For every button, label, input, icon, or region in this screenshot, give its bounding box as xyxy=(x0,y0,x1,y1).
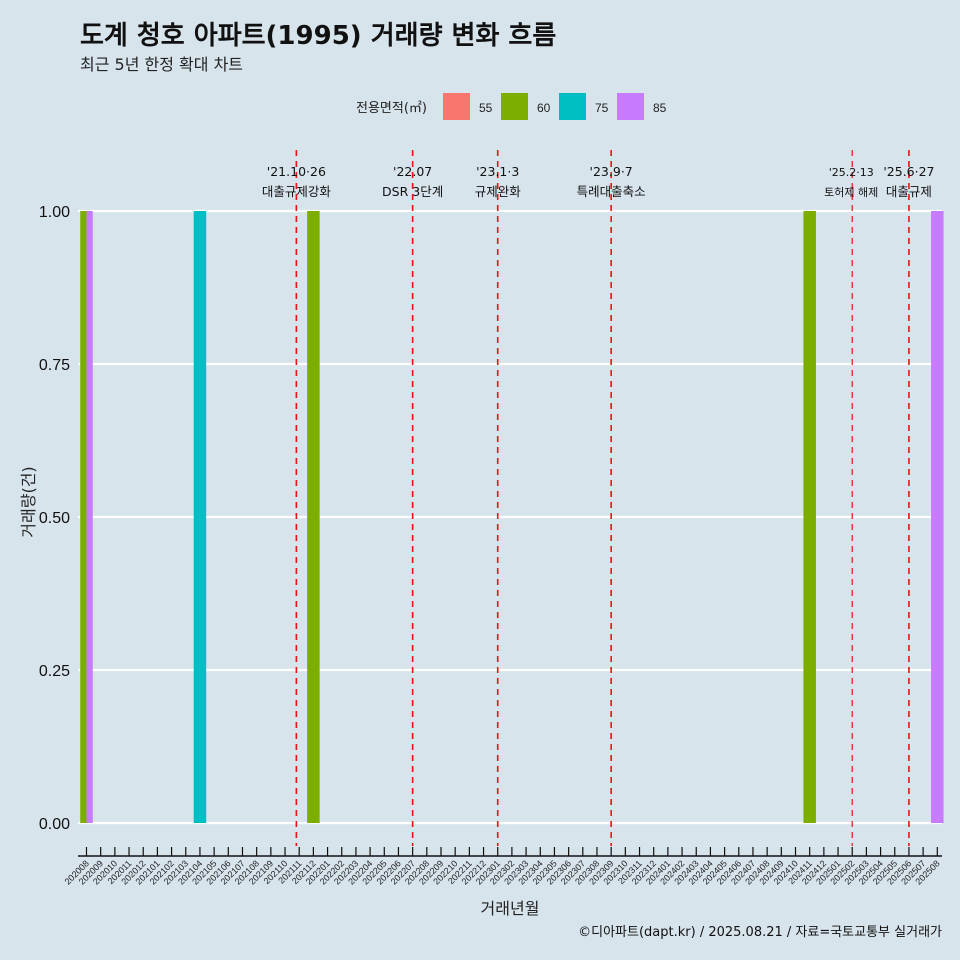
chart-subtitle: 최근 5년 한정 확대 차트 xyxy=(80,55,243,74)
annotation-date: '25.6·27 xyxy=(883,164,934,179)
bar-202112-60 xyxy=(307,211,320,823)
legend-swatch-75 xyxy=(559,93,586,120)
x-axis-title: 거래년월 xyxy=(481,899,540,918)
y-tick-label: 0.75 xyxy=(39,357,70,374)
legend-label-85: 85 xyxy=(653,101,667,115)
annotation-date: '21.10·26 xyxy=(267,164,326,179)
y-axis-title: 거래량(건) xyxy=(19,466,38,537)
annotation-date: '23.1·3 xyxy=(476,164,519,179)
legend-swatch-60 xyxy=(501,93,528,120)
annotation-lines xyxy=(295,150,910,846)
annotation-event: 규제완화 xyxy=(475,184,522,199)
annotation-event: 대출규제 xyxy=(886,184,932,199)
legend: 전용면적(㎡) 55 60 75 85 xyxy=(356,93,667,120)
legend-swatch-85 xyxy=(617,93,644,120)
bars xyxy=(80,211,944,823)
annotation-date: '22.07 xyxy=(393,164,432,179)
bar-202411-60 xyxy=(803,211,816,823)
bar-202008-85 xyxy=(86,211,93,823)
legend-label-55: 55 xyxy=(479,101,493,115)
y-tick-label: 0.00 xyxy=(39,816,70,833)
annotation-event: 특례대출축소 xyxy=(577,184,646,199)
annotation-date: '23.9·7 xyxy=(590,164,633,179)
annotation-date: '25.2·13 xyxy=(829,166,874,179)
legend-label-75: 75 xyxy=(595,101,609,115)
annotation-event: DSR 3단계 xyxy=(382,184,443,199)
x-axis: 2020082020092020102020112020122021012021… xyxy=(63,847,942,887)
y-tick-label: 0.50 xyxy=(39,510,70,527)
bar-202508-85 xyxy=(931,211,944,823)
y-axis: 0.00 0.25 0.50 0.75 1.00 xyxy=(39,204,70,833)
bar-202008-60 xyxy=(80,211,87,823)
legend-label-60: 60 xyxy=(537,101,551,115)
grid xyxy=(78,209,942,825)
bar-202104-75 xyxy=(193,211,207,823)
caption: ©디아파트(dapt.kr) / 2025.08.21 / 자료=국토교통부 실… xyxy=(578,925,942,940)
legend-swatch-55 xyxy=(443,93,470,120)
annotation-event: 대출규제강화 xyxy=(262,184,332,199)
annotation-event: 토허제 해제 xyxy=(824,185,878,199)
y-tick-label: 1.00 xyxy=(39,204,70,221)
annotations: '21.10·26 대출규제강화 '22.07 DSR 3단계 '23.1·3 규제완화 '… xyxy=(262,164,935,199)
y-tick-label: 0.25 xyxy=(39,663,70,680)
legend-title: 전용면적(㎡) xyxy=(356,101,427,116)
chart-title: 도계 청호 아파트(1995) 거래량 변화 흐름 xyxy=(80,21,556,51)
